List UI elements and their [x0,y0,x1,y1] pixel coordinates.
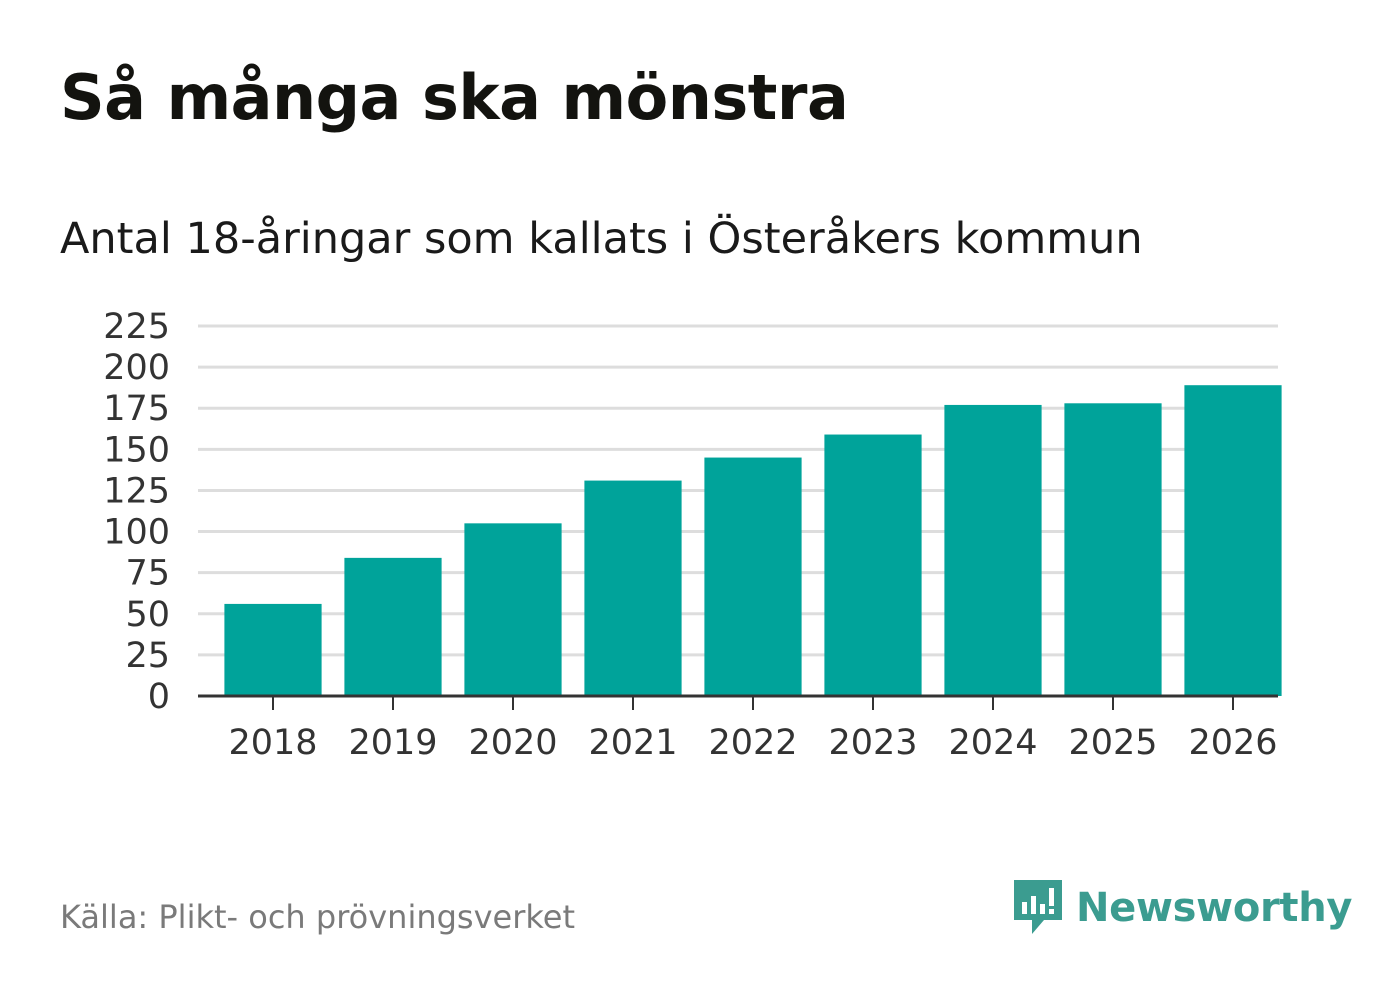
bar-2024 [944,404,1042,696]
bar-2021 [584,480,682,696]
y-tick-label: 200 [103,348,170,388]
x-tick-label: 2023 [828,723,917,763]
y-tick-label: 225 [103,307,170,347]
source-note: Källa: Plikt- och prövningsverket [60,898,575,936]
x-tick-label: 2020 [468,723,557,763]
y-tick-label: 50 [125,595,170,635]
chart-title: Så många ska mönstra [60,61,849,134]
bar-2020 [464,523,562,696]
x-tick-label: 2024 [948,723,1037,763]
brand-name: Newsworthy [1076,885,1353,931]
axes [198,694,1278,710]
y-tick-label: 75 [125,554,170,594]
bar-2026 [1184,385,1282,696]
bar-2023 [824,434,922,696]
bar-2022 [704,457,802,696]
y-tick-label: 100 [103,513,170,553]
x-tick-label: 2018 [228,723,317,763]
newsworthy-logo-icon [1014,880,1062,934]
x-tick-label: 2025 [1068,723,1157,763]
y-tick-label: 150 [103,430,170,470]
y-tick-label: 0 [148,677,170,717]
x-tick-label: 2026 [1188,723,1277,763]
x-tick-label: 2021 [588,723,677,763]
bars [224,385,1282,696]
x-tick-label: 2022 [708,723,797,763]
chart-subtitle: Antal 18-åringar som kallats i Österåker… [60,214,1143,264]
bar-2018 [224,603,322,696]
brand: Newsworthy [1010,876,1353,940]
y-tick-label: 175 [103,389,170,429]
y-tick-label: 25 [125,636,170,676]
bar-2025 [1064,403,1162,696]
y-tick-label: 125 [103,471,170,511]
bar-2019 [344,557,442,696]
x-tick-label: 2019 [348,723,437,763]
